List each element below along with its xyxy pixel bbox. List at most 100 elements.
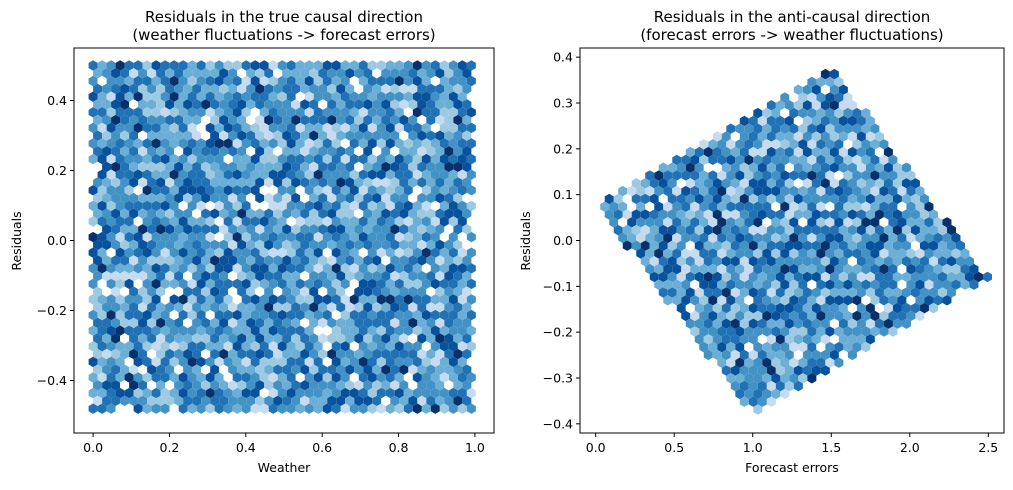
hexbin-cell xyxy=(192,348,202,360)
hexbin-cell xyxy=(852,170,862,181)
hexbin-cell xyxy=(192,380,202,391)
hexbin-cell xyxy=(439,231,449,243)
hexbin-cell xyxy=(363,161,373,173)
hexbin-cell xyxy=(354,130,364,141)
hexbin-cell xyxy=(771,263,781,275)
hexbin-cell xyxy=(214,231,224,243)
hexbin-cell xyxy=(336,395,346,407)
hexbin-cell xyxy=(394,231,404,243)
hexbin-cell xyxy=(462,114,472,126)
hexbin-cell xyxy=(273,239,283,251)
hexbin-cell xyxy=(151,169,161,180)
hexbin-cell xyxy=(829,193,839,205)
hexbin-cell xyxy=(345,302,355,313)
hexbin-cell xyxy=(291,192,301,204)
hexbin-cell xyxy=(412,153,422,165)
hexbin-cell xyxy=(757,365,767,376)
hexbin-cell xyxy=(381,83,391,95)
hexbin-cell xyxy=(847,100,857,111)
hexbin-cell xyxy=(187,107,197,118)
hexbin-cell xyxy=(762,232,772,244)
hexbin-cell xyxy=(363,83,373,95)
hexbin-cell xyxy=(888,295,898,306)
hexbin-cell xyxy=(372,99,382,110)
hexbin-cell xyxy=(367,185,377,196)
hexbin-cell xyxy=(771,123,781,134)
hexbin-cell xyxy=(874,193,884,205)
hexbin-cell xyxy=(174,395,184,407)
hexbin-cell xyxy=(309,208,319,219)
hexbin-cell xyxy=(879,263,889,275)
hexbin-cell xyxy=(147,99,157,110)
hexbin-cell xyxy=(861,279,871,290)
hexbin-cell xyxy=(282,348,292,360)
hexbin-cell xyxy=(138,192,148,204)
hexbin-cell xyxy=(340,309,350,321)
hexbin-cell xyxy=(210,333,220,344)
hexbin-cell xyxy=(205,216,215,227)
hexbin-cell xyxy=(789,341,799,353)
hexbin-cell xyxy=(255,239,265,251)
hexbin-cell xyxy=(246,208,256,219)
hexbin-cell xyxy=(345,255,355,266)
hexbin-cell xyxy=(390,83,400,95)
hexbin-cell xyxy=(214,91,224,102)
hexbin-cell xyxy=(129,333,139,344)
hexbin-cell xyxy=(115,263,125,274)
hexbin-cell xyxy=(408,68,418,79)
hexbin-cell xyxy=(106,91,116,102)
hexbin-cell xyxy=(142,263,152,274)
hexbin-cell xyxy=(277,341,287,352)
hexbin-cell xyxy=(165,114,175,126)
hexbin-cell xyxy=(277,263,287,274)
hexbin-cell xyxy=(685,271,695,283)
hexbin-cell xyxy=(291,208,301,219)
hexbin-cell xyxy=(466,294,476,305)
hexbin-cell xyxy=(775,302,785,314)
hexbin-cell xyxy=(847,256,857,267)
hexbin-cell xyxy=(699,154,709,166)
hexbin-cell xyxy=(178,325,188,336)
hexbin-cell xyxy=(336,255,346,266)
hexbin-cell xyxy=(739,256,749,267)
hexbin-cell xyxy=(376,122,386,134)
hexbin-cell xyxy=(102,364,112,375)
hexbin-cell xyxy=(367,107,377,118)
hexbin-cell xyxy=(237,348,247,360)
hexbin-cell xyxy=(196,372,206,383)
hexbin-cell xyxy=(151,91,161,102)
hexbin-cell xyxy=(93,286,103,297)
hexbin-cell xyxy=(816,295,826,306)
hexbin-cell xyxy=(88,231,98,243)
hexbin-cell xyxy=(255,146,265,157)
hexbin-cell xyxy=(865,193,875,205)
hexbin-cell xyxy=(394,372,404,383)
hexbin-cell xyxy=(277,107,287,118)
hexbin-cell xyxy=(739,193,749,205)
hexbin-cell xyxy=(192,146,202,157)
hexbin-cell xyxy=(448,216,458,227)
hexbin-cell xyxy=(268,169,278,180)
hexbin-cell xyxy=(322,91,332,102)
hexbin-cell xyxy=(798,201,808,212)
hexbin-cell xyxy=(354,224,364,235)
hexbin-cell xyxy=(372,146,382,157)
hexbin-cell xyxy=(466,138,476,149)
hexbin-cell xyxy=(726,341,736,353)
hexbin-cell xyxy=(448,153,458,165)
hexbin-cell xyxy=(322,294,332,305)
hexbin-cell xyxy=(358,185,368,196)
hexbin-cell xyxy=(97,372,107,383)
hexbin-cell xyxy=(201,348,211,360)
hexbin-cell xyxy=(771,217,781,228)
hexbin-cell xyxy=(102,380,112,391)
hexbin-cell xyxy=(88,294,98,305)
hexbin-cell xyxy=(228,161,238,173)
hexbin-cell xyxy=(219,192,229,204)
hexbin-cell xyxy=(784,193,794,205)
hexbin-cell xyxy=(435,192,445,204)
hexbin-cell xyxy=(214,216,224,227)
hexbin-cell xyxy=(129,99,139,110)
hexbin-cell xyxy=(349,138,359,149)
hexbin-cell xyxy=(699,279,709,290)
